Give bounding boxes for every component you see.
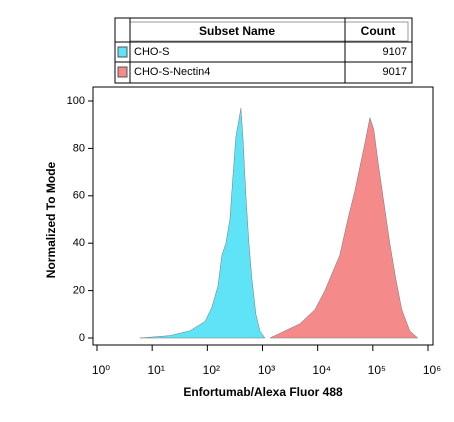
histogram-area (139, 108, 266, 339)
x-tick-label: 10² (203, 363, 220, 377)
x-axis-label: Enfortumab/Alexa Fluor 488 (183, 385, 343, 399)
y-tick-label: 0 (79, 332, 85, 344)
histogram-area (269, 116, 419, 339)
legend-swatch (117, 46, 128, 58)
legend-label: CHO-S (134, 46, 169, 58)
legend-header: Count (361, 24, 396, 38)
legend-count: 9107 (383, 46, 407, 58)
y-tick-label: 100 (67, 95, 85, 107)
x-tick-label: 10¹ (147, 363, 164, 377)
y-axis-label: Normalized To Mode (44, 161, 58, 278)
legend-count: 9017 (383, 66, 407, 78)
x-tick-label: 10⁰ (92, 363, 110, 377)
legend-swatch (117, 66, 128, 78)
y-tick-label: 20 (73, 285, 85, 297)
legend-header: Subset Name (199, 24, 275, 38)
x-tick-label: 10⁵ (368, 363, 386, 377)
legend-label: CHO-S-Nectin4 (134, 66, 210, 78)
x-tick-label: 10⁴ (312, 363, 331, 377)
y-tick-label: 40 (73, 237, 85, 249)
legend-table: Subset Name Count (114, 17, 413, 84)
x-tick-label: 10⁶ (423, 363, 441, 377)
y-tick-label: 80 (73, 142, 85, 154)
x-tick-label: 10³ (258, 363, 275, 377)
y-tick-label: 60 (73, 190, 85, 202)
